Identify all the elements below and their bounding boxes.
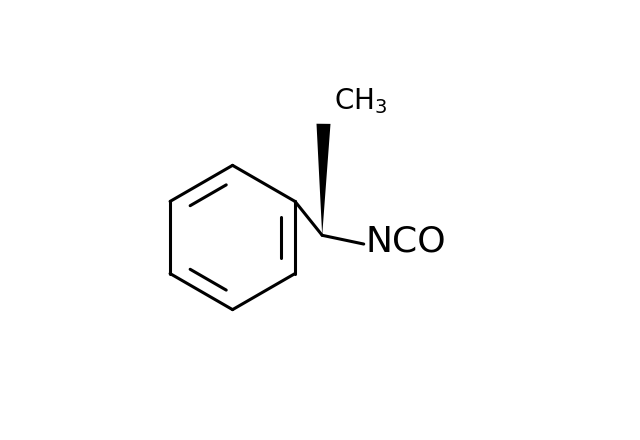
- Polygon shape: [317, 124, 330, 235]
- Text: CH$_3$: CH$_3$: [335, 86, 388, 116]
- Text: NCO: NCO: [366, 225, 447, 259]
